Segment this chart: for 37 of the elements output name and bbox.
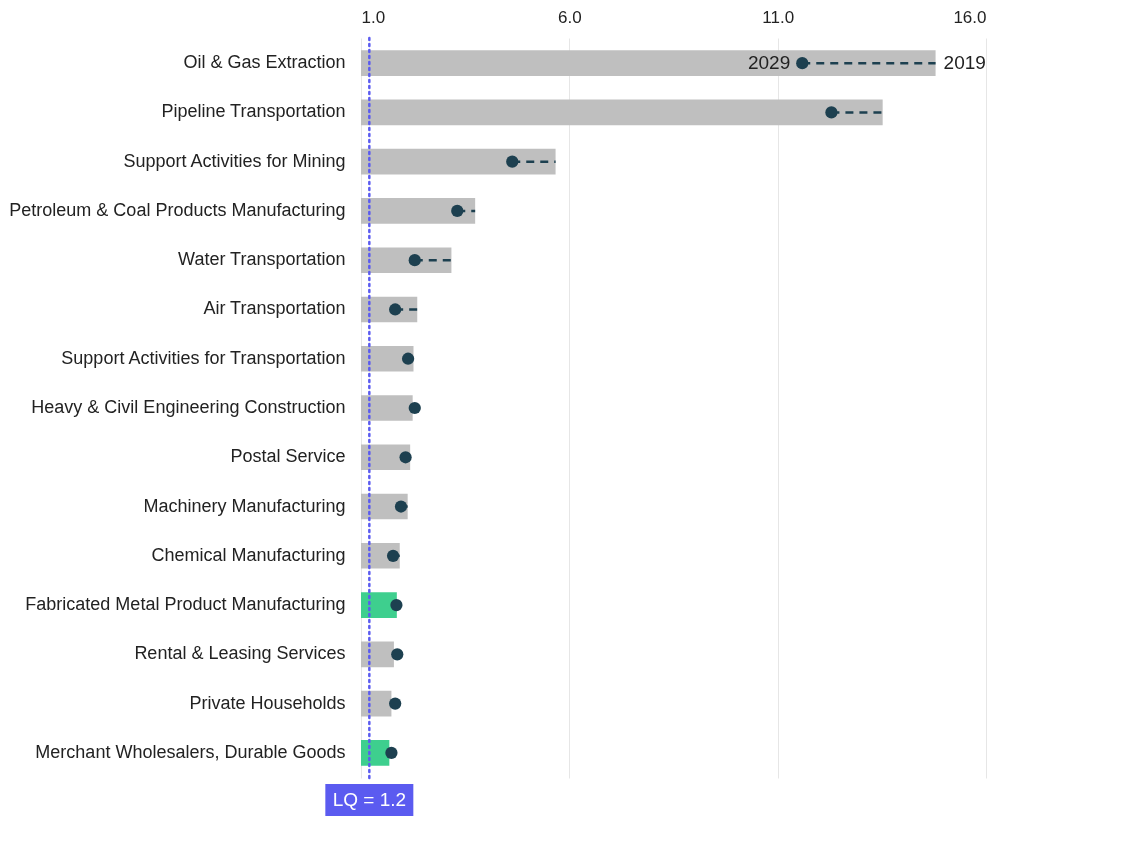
- point: [451, 204, 464, 218]
- x-tick-label: 6.0: [558, 7, 582, 27]
- y-tick-label: Support Activities for Transportation: [61, 347, 346, 368]
- annotation: 2019: [943, 52, 986, 74]
- point: [394, 500, 408, 513]
- x-tick-label: 16.0: [953, 7, 987, 27]
- y-tick-label: Fabricated Metal Product Manufacturing: [25, 594, 346, 615]
- y-tick-label: Petroleum & Coal Products Manufacturing: [9, 199, 346, 220]
- point: [389, 697, 402, 710]
- point: [408, 401, 421, 415]
- point: [408, 254, 421, 267]
- y-tick-label: Support Activities for Mining: [123, 150, 346, 171]
- point: [796, 57, 809, 70]
- y-tick-label: Pipeline Transportation: [161, 101, 346, 122]
- y-tick-label: Postal Service: [230, 446, 346, 467]
- ref-line-label: LQ = 1.2: [332, 789, 407, 810]
- point: [506, 155, 519, 168]
- x-tick-label: 11.0: [762, 7, 795, 27]
- y-tick-label: Merchant Wholesalers, Durable Goods: [35, 741, 346, 762]
- point: [399, 451, 412, 464]
- y-tick-label: Oil & Gas Extraction: [183, 52, 346, 73]
- y-tick-label: Rental & Leasing Services: [134, 643, 346, 664]
- point: [391, 648, 404, 661]
- point: [401, 352, 415, 365]
- point: [386, 549, 400, 562]
- point: [390, 598, 403, 612]
- point: [389, 303, 402, 316]
- point: [385, 746, 398, 759]
- y-tick-label: Heavy & Civil Engineering Construction: [31, 397, 346, 417]
- y-tick-label: Machinery Manufacturing: [143, 495, 346, 516]
- y-tick-label: Air Transportation: [203, 298, 346, 319]
- y-tick-label: Chemical Manufacturing: [151, 544, 346, 565]
- x-tick-label: 1.0: [361, 7, 386, 27]
- y-tick-label: Water Transportation: [178, 249, 346, 270]
- point: [825, 106, 838, 119]
- annotation: 2029: [747, 52, 791, 74]
- y-tick-label: Private Households: [189, 692, 346, 713]
